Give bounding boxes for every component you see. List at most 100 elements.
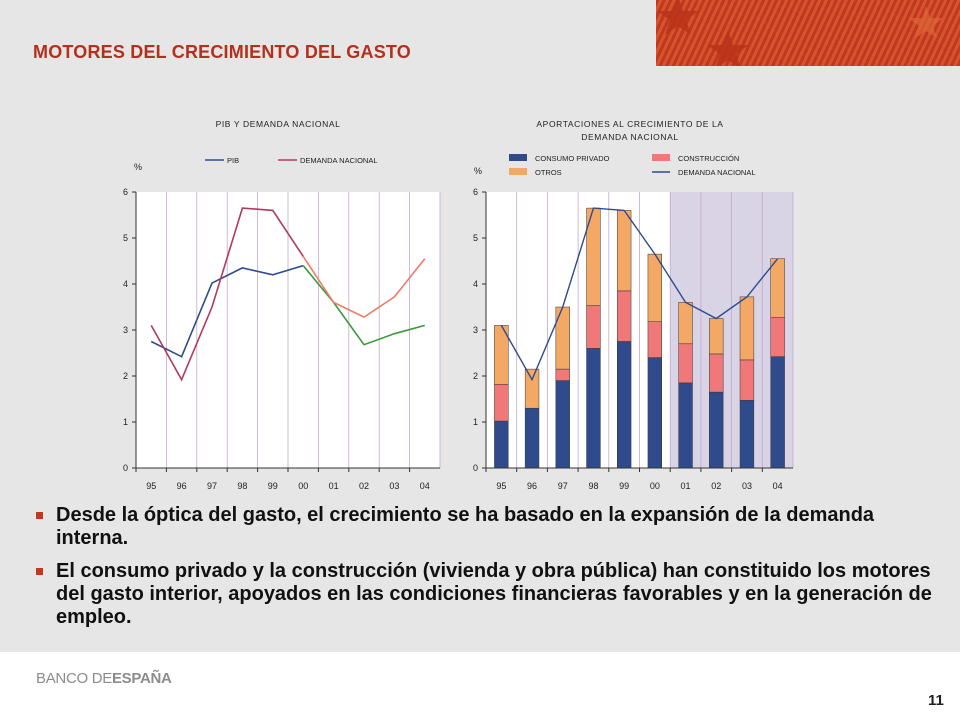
x-tick-label: 98 [237, 481, 247, 491]
x-tick-label: 01 [329, 481, 339, 491]
y-tick-label: 0 [123, 463, 128, 473]
legend-dn-label: DEMANDA NACIONAL [300, 156, 378, 165]
logo-part2: ESPAÑA [111, 670, 172, 687]
y-tick-label: 4 [123, 279, 128, 289]
x-tick-label: 03 [742, 481, 752, 491]
x-tick-label: 95 [146, 481, 156, 491]
x-tick-label: 02 [359, 481, 369, 491]
bullet-square-icon [36, 568, 43, 575]
left-chart: PIB Y DEMANDA NACIONAL % PIB DEMANDA NAC… [123, 119, 441, 491]
banco-de-espana-logo: BANCO DEESPAÑA [36, 670, 172, 687]
charts-area: PIB Y DEMANDA NACIONAL % PIB DEMANDA NAC… [123, 119, 794, 491]
x-tick-label: 02 [711, 481, 721, 491]
right-chart-title-line1: APORTACIONES AL CRECIMIENTO DE LA [536, 119, 723, 129]
legend-otros-swatch [509, 168, 527, 175]
y-tick-label: 6 [473, 187, 478, 197]
slide-title: MOTORES DEL CRECIMIENTO DEL GASTO [33, 42, 411, 62]
bar-construcción-02 [709, 353, 724, 393]
bar-consumo-privado-04 [770, 356, 785, 469]
x-tick-label: 96 [527, 481, 537, 491]
bar-consumo-privado-99 [616, 341, 632, 469]
bullet-item: Desde la óptica del gasto, el crecimient… [34, 504, 934, 550]
bar-otros-00 [647, 253, 663, 322]
left-chart-title: PIB Y DEMANDA NACIONAL [216, 119, 341, 129]
y-tick-label: 2 [473, 371, 478, 381]
bullet-text: Desde la óptica del gasto, el crecimient… [56, 504, 875, 549]
x-tick-label: 04 [773, 481, 783, 491]
bar-otros-99 [616, 210, 632, 292]
x-tick-label: 00 [650, 481, 660, 491]
bar-construcción-97 [555, 368, 570, 381]
legend-construccion-label: CONSTRUCCIÓN [678, 154, 739, 163]
legend-otros-label: OTROS [535, 168, 562, 177]
right-line [500, 207, 779, 382]
bullet-item: El consumo privado y la construcción (vi… [34, 560, 934, 629]
bar-otros-97 [555, 306, 570, 370]
bar-construcción-00 [647, 321, 663, 358]
legend-pib-label: PIB [227, 156, 239, 165]
y-tick-label: 1 [123, 417, 128, 427]
legend-consumo-label: CONSUMO PRIVADO [535, 154, 610, 163]
x-tick-label: 00 [298, 481, 308, 491]
y-tick-label: 3 [473, 325, 478, 335]
right-chart-title-line2: DEMANDA NACIONAL [581, 132, 678, 142]
logo-part1: BANCO DE [36, 670, 112, 687]
bar-construcción-99 [616, 290, 632, 342]
series-line-demanda-nacional [150, 207, 304, 382]
y-tick-label: 5 [473, 233, 478, 243]
bar-consumo-privado-00 [647, 357, 663, 469]
y-tick-label: 0 [473, 463, 478, 473]
legend-consumo-swatch [509, 154, 527, 161]
x-tick-label: 04 [420, 481, 430, 491]
series-forecast-line-pib [302, 265, 426, 346]
y-tick-label: 1 [473, 417, 478, 427]
page-number: 11 [928, 692, 944, 709]
flag-banner [656, 0, 960, 66]
bar-consumo-privado-02 [709, 391, 724, 469]
y-tick-label: 3 [123, 325, 128, 335]
legend-construccion-swatch [652, 154, 670, 161]
x-tick-label: 97 [207, 481, 217, 491]
right-bars [494, 207, 785, 469]
bar-otros-02 [709, 318, 724, 355]
bar-consumo-privado-95 [494, 420, 509, 469]
x-tick-label: 03 [389, 481, 399, 491]
bar-construcción-03 [739, 359, 755, 401]
bar-otros-01 [678, 302, 693, 345]
star-shape [909, 6, 943, 38]
legend-demanda-label: DEMANDA NACIONAL [678, 168, 756, 177]
bar-otros-96 [524, 368, 540, 409]
x-tick-label: 96 [177, 481, 187, 491]
bar-construcción-04 [770, 317, 785, 357]
x-tick-label: 01 [681, 481, 691, 491]
x-tick-label: 99 [619, 481, 629, 491]
bar-consumo-privado-01 [678, 382, 693, 469]
bar-construcción-95 [494, 384, 509, 422]
x-tick-label: 98 [588, 481, 598, 491]
bar-consumo-privado-03 [739, 400, 755, 469]
footer-bar [0, 652, 960, 720]
y-tick-label: 6 [123, 187, 128, 197]
series-forecast-line-demanda-nacional [302, 255, 426, 319]
bar-otros-03 [739, 296, 755, 361]
left-ylabel: % [134, 162, 142, 172]
star-shape [657, 0, 699, 35]
bar-otros-04 [770, 258, 785, 318]
bullet-list: Desde la óptica del gasto, el crecimient… [34, 504, 934, 639]
bullet-text: El consumo privado y la construcción (vi… [56, 560, 932, 628]
bar-construcción-98 [586, 305, 601, 349]
y-tick-label: 4 [473, 279, 478, 289]
y-tick-label: 2 [123, 371, 128, 381]
demanda-nacional-line [500, 207, 779, 382]
right-chart: APORTACIONES AL CRECIMIENTO DE LA DEMAND… [473, 119, 794, 491]
x-tick-label: 95 [496, 481, 506, 491]
bar-construcción-01 [678, 343, 693, 384]
star-shape [707, 30, 749, 66]
right-ylabel: % [474, 166, 482, 176]
bullet-square-icon [36, 512, 43, 519]
bar-consumo-privado-96 [524, 407, 540, 469]
bar-consumo-privado-97 [555, 380, 570, 469]
series-line-pib [150, 264, 304, 358]
x-tick-label: 99 [268, 481, 278, 491]
